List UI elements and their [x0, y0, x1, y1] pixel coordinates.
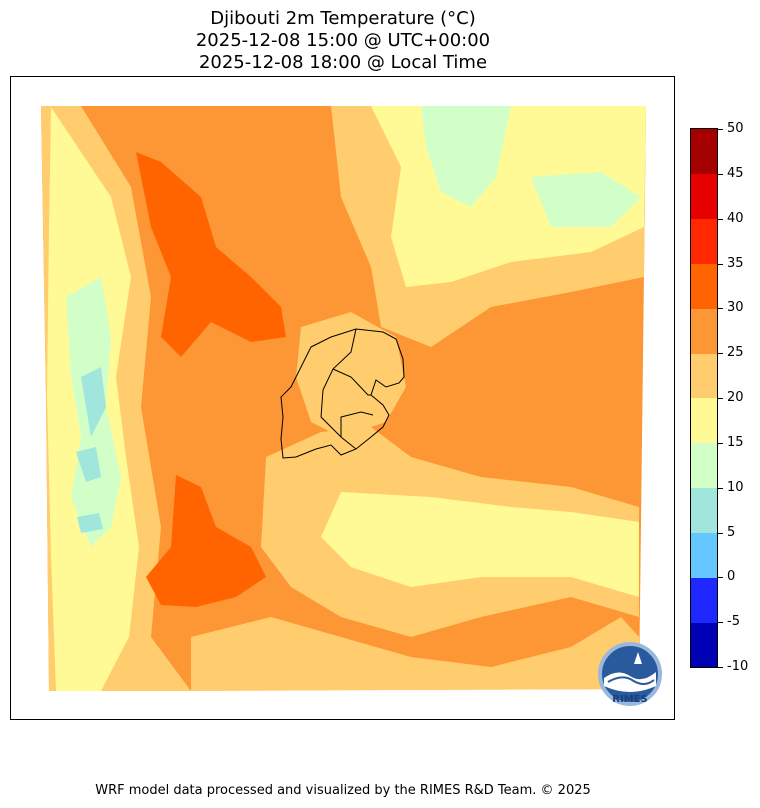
colorbar-tick-label: 30: [727, 300, 744, 316]
colorbar-tick: [718, 263, 723, 265]
colorbar-tick-label: 45: [727, 165, 744, 181]
temperature-field-northwest-hot: [136, 152, 286, 357]
colorbar-tick: [718, 667, 723, 668]
colorbar-segment: [691, 398, 717, 444]
temperature-field-southwest-hot: [146, 475, 266, 607]
colorbar-tick: [718, 442, 723, 444]
colorbar-tick-label: 5: [727, 524, 736, 540]
djibouti-borders: [280, 328, 405, 459]
colorbar-segment: [691, 577, 717, 623]
colorbar-segment: [691, 532, 717, 578]
colorbar-tick: [718, 577, 723, 579]
colorbar-segment: [691, 622, 717, 668]
colorbar-tick-label: 0: [727, 569, 736, 585]
colorbar-tick-label: 40: [727, 210, 744, 226]
colorbar-segment: [691, 353, 717, 399]
colorbar-tick: [718, 398, 723, 399]
colorbar-segment: [691, 173, 717, 220]
temperature-field-djibouti-light: [296, 312, 406, 437]
colorbar-segment: [691, 487, 717, 533]
map-title-line-3: 2025-12-08 18:00 @ Local Time: [198, 52, 488, 73]
colorbar-tick-label: 20: [727, 390, 744, 405]
rimes-logo-icon: [598, 642, 662, 706]
rimes-logo-text: RIMES: [612, 694, 648, 705]
colorbar-tick: [718, 487, 723, 489]
colorbar-tick: [718, 532, 723, 534]
colorbar-segment: [691, 442, 717, 489]
colorbar-segment: [691, 129, 717, 175]
colorbar-segment: [691, 308, 717, 354]
colorbar-tick-label: 35: [727, 255, 744, 271]
map-title-line-1: Djibouti 2m Temperature (°C): [210, 8, 476, 29]
colorbar-tick: [718, 353, 723, 355]
colorbar-tick: [718, 218, 723, 220]
colorbar-tick-label: 15: [727, 434, 744, 450]
temperature-map: [41, 106, 646, 691]
colorbar: [690, 128, 718, 668]
map-frame: [10, 76, 675, 720]
colorbar-tick-label: 25: [727, 345, 744, 361]
colorbar-segment: [691, 218, 717, 264]
footer-credit: WRF model data processed and visualized …: [95, 783, 591, 798]
map-title-line-2: 2025-12-08 15:00 @ UTC+00:00: [195, 30, 491, 51]
temperature-field-central-yellow: [321, 492, 639, 597]
colorbar-tick: [718, 308, 723, 310]
colorbar-tick: [718, 129, 723, 130]
colorbar-segment: [691, 263, 717, 309]
colorbar-tick-label: -5: [727, 614, 740, 630]
temperature-field-south-light: [191, 617, 639, 691]
temperature-field-northeast-green: [421, 106, 641, 227]
colorbar-tick-label: 50: [727, 121, 744, 136]
temperature-field-west-cyan: [76, 367, 106, 533]
colorbar-tick: [718, 173, 723, 175]
colorbar-tick-label: 10: [727, 479, 744, 495]
colorbar-tick: [718, 622, 723, 624]
colorbar-tick-label: -10: [727, 659, 749, 674]
